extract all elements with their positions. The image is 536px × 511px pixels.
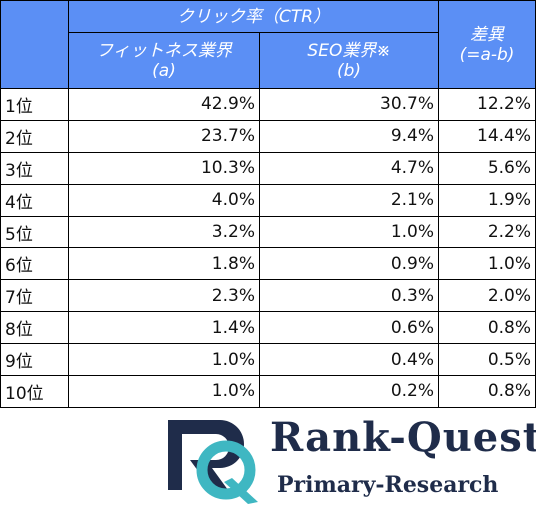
value-cell: 9.4% <box>258 119 440 153</box>
rank-cell: 7位 <box>0 279 69 313</box>
table-row: 5位 3.2% 1.0% 2.2% <box>0 215 536 249</box>
value-cell: 10.3% <box>68 151 260 185</box>
value-cell: 0.2% <box>258 375 440 408</box>
rank-cell: 4位 <box>0 183 69 217</box>
corner-cell <box>0 0 69 89</box>
value-cell: 42.9% <box>68 88 260 121</box>
header-label: 差異 <box>470 24 505 45</box>
value-cell: 0.6% <box>258 311 440 345</box>
value-cell: 1.4% <box>68 311 260 345</box>
rank-cell: 5位 <box>0 215 69 249</box>
table-row: 6位 1.8% 0.9% 1.0% <box>0 247 536 281</box>
value-cell: 0.8% <box>438 375 536 408</box>
value-cell: 0.3% <box>258 279 440 313</box>
rank-cell: 8位 <box>0 311 69 345</box>
value-cell: 0.9% <box>258 247 440 281</box>
rank-cell: 1位 <box>0 88 69 121</box>
column-header: SEO業界※ (b) <box>258 32 440 89</box>
table-row: 2位 23.7% 9.4% 14.4% <box>0 119 536 153</box>
group-header: クリック率（CTR） <box>67 0 440 33</box>
header-sub: (b) <box>336 60 362 81</box>
table-row: 7位 2.3% 0.3% 2.0% <box>0 279 536 313</box>
value-cell: 2.1% <box>258 183 440 217</box>
logo-icon <box>168 420 258 504</box>
value-cell: 30.7% <box>258 88 440 121</box>
value-cell: 1.9% <box>438 183 536 217</box>
logo-name: Rank-Quest <box>270 414 536 461</box>
header-label: SEO業界※ <box>307 40 391 61</box>
value-cell: 4.0% <box>68 183 260 217</box>
table-body: 1位 42.9% 30.7% 12.2% 2位 23.7% 9.4% 14.4% 3位 10.3%… <box>0 88 536 408</box>
rank-cell: 3位 <box>0 151 69 185</box>
value-cell: 2.2% <box>438 215 536 249</box>
value-cell: 4.7% <box>258 151 440 185</box>
header-label: フィットネス業界 <box>96 40 232 61</box>
value-cell: 0.4% <box>258 343 440 377</box>
value-cell: 1.8% <box>68 247 260 281</box>
column-header: フィットネス業界 (a) <box>68 32 260 89</box>
rank-cell: 6位 <box>0 247 69 281</box>
ctr-table: クリック率（CTR） 差異 (=a-b) フィットネス業界 (a) SEO業界※… <box>0 0 536 408</box>
diff-header: 差異 (=a-b) <box>438 0 536 89</box>
table-row: 4位 4.0% 2.1% 1.9% <box>0 183 536 217</box>
value-cell: 14.4% <box>438 119 536 153</box>
value-cell: 1.0% <box>68 343 260 377</box>
value-cell: 2.3% <box>68 279 260 313</box>
rank-cell: 10位 <box>0 375 69 408</box>
value-cell: 0.8% <box>438 311 536 345</box>
value-cell: 5.6% <box>438 151 536 185</box>
rank-cell: 2位 <box>0 119 69 153</box>
value-cell: 12.2% <box>438 88 536 121</box>
value-cell: 3.2% <box>68 215 260 249</box>
header-sub: (=a-b) <box>459 44 515 65</box>
value-cell: 1.0% <box>68 375 260 408</box>
table-row: 10位 1.0% 0.2% 0.8% <box>0 375 536 408</box>
value-cell: 23.7% <box>68 119 260 153</box>
value-cell: 0.5% <box>438 343 536 377</box>
value-cell: 1.0% <box>438 247 536 281</box>
value-cell: 2.0% <box>438 279 536 313</box>
table-row: 9位 1.0% 0.4% 0.5% <box>0 343 536 377</box>
table-row: 1位 42.9% 30.7% 12.2% <box>0 88 536 121</box>
table-row: 3位 10.3% 4.7% 5.6% <box>0 151 536 185</box>
rank-cell: 9位 <box>0 343 69 377</box>
logo: Rank-Quest Primary-Research <box>160 412 536 509</box>
header-sub: (a) <box>152 60 176 81</box>
table-row: 8位 1.4% 0.6% 0.8% <box>0 311 536 345</box>
logo-tagline: Primary-Research <box>277 472 499 498</box>
value-cell: 1.0% <box>258 215 440 249</box>
